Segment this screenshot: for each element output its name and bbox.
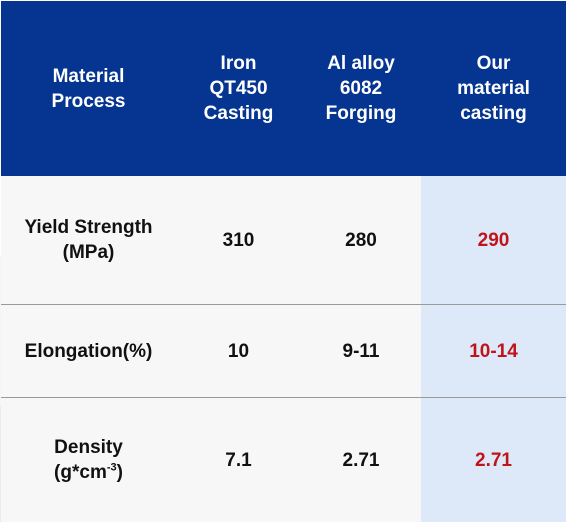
- table-header-row: Material Process Iron QT450 Casting Al allo…: [1, 1, 566, 176]
- cell-ours-density: 2.71: [421, 397, 566, 522]
- header-iron-casting: Iron QT450 Casting: [176, 1, 301, 176]
- cell-al-yield: 280: [301, 176, 421, 305]
- cell-iron-density: 7.1: [176, 397, 301, 522]
- cell-iron-yield: 310: [176, 176, 301, 305]
- cell-ours-elongation: 10-14: [421, 304, 566, 398]
- table-row-density: Density (g*cm-3) 7.1 2.71 2.71: [1, 397, 566, 522]
- row-label-density: Density (g*cm-3): [1, 397, 176, 522]
- header-material-process: Material Process: [1, 1, 176, 176]
- header-al-forging: Al alloy 6082 Forging: [301, 1, 421, 176]
- row-label-elongation: Elongation(%): [1, 304, 176, 398]
- cell-iron-elongation: 10: [176, 304, 301, 398]
- header-our-casting: Our material casting: [421, 1, 566, 176]
- table-row-yield-strength: Yield Strength (MPa) 310 280 290: [1, 176, 566, 305]
- row-label-yield-strength: Yield Strength (MPa): [1, 176, 176, 305]
- cell-al-density: 2.71: [301, 397, 421, 522]
- cell-al-elongation: 9-11: [301, 304, 421, 398]
- cell-ours-yield: 290: [421, 176, 566, 305]
- table-row-elongation: Elongation(%) 10 9-11 10-14: [1, 304, 566, 398]
